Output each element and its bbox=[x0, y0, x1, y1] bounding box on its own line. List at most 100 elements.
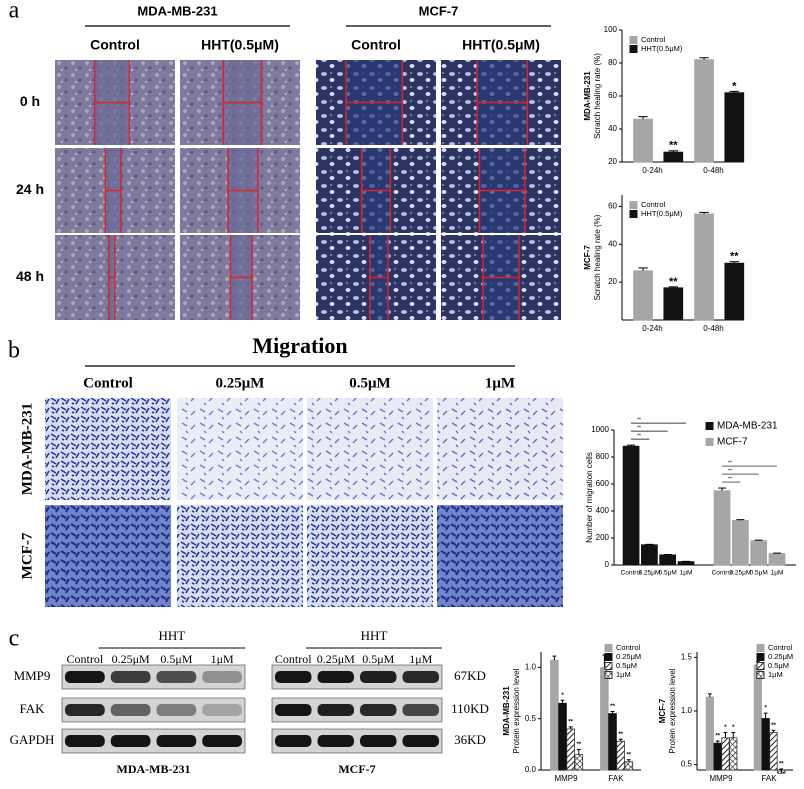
transwell-image bbox=[45, 505, 171, 607]
bar bbox=[608, 713, 617, 771]
y-tick-label: 1.5 bbox=[681, 652, 693, 661]
bar bbox=[721, 737, 730, 771]
x-tick-label: FAK bbox=[608, 774, 624, 783]
lane-label: 1μM bbox=[211, 652, 234, 666]
bar bbox=[558, 702, 567, 771]
bar bbox=[705, 696, 714, 771]
significance: ** bbox=[568, 719, 573, 725]
blot-band bbox=[360, 671, 397, 683]
y-tick-label: 200 bbox=[596, 533, 610, 542]
legend-swatch bbox=[604, 653, 613, 661]
y-axis-title: Scratch healing rate (%) bbox=[593, 214, 602, 300]
blot-band bbox=[65, 735, 105, 747]
legend-label: 0.5μM bbox=[768, 661, 789, 670]
lane-label: 0.5μM bbox=[362, 652, 394, 666]
blot-band bbox=[65, 671, 105, 683]
y-tick-label: 20 bbox=[608, 277, 617, 286]
significance: ** bbox=[626, 752, 631, 758]
significance: ** bbox=[728, 468, 732, 474]
bar bbox=[616, 740, 625, 771]
transwell-title: Migration bbox=[252, 333, 347, 358]
y-axis-group: MDA-MB-231 bbox=[502, 686, 511, 736]
y-tick-label: 100 bbox=[604, 25, 618, 34]
bar bbox=[663, 151, 684, 163]
legend-label: 0.25μM bbox=[768, 652, 793, 661]
x-tick-label: Control bbox=[712, 570, 734, 577]
blot-band bbox=[156, 735, 197, 747]
y-tick-label: 800 bbox=[596, 452, 610, 461]
blot-cell-line: MDA-MB-231 bbox=[117, 762, 191, 776]
legend-swatch bbox=[629, 36, 638, 44]
x-tick-label: 0.25μM bbox=[638, 570, 660, 577]
x-tick-label: 0-48h bbox=[703, 324, 723, 333]
significance: ** bbox=[576, 742, 581, 748]
y-tick-label: 0.5 bbox=[681, 760, 693, 769]
y-tick-label: 400 bbox=[596, 506, 610, 515]
protein-label: FAK bbox=[19, 701, 45, 716]
protein-label: GAPDH bbox=[10, 732, 55, 747]
y-axis-group: MDA-MB-231 bbox=[583, 71, 592, 121]
transwell-image bbox=[45, 398, 171, 500]
legend-swatch bbox=[756, 671, 765, 679]
significance: * bbox=[724, 725, 727, 731]
bar bbox=[694, 213, 714, 321]
x-tick-label: Control bbox=[621, 570, 643, 577]
blot-band bbox=[156, 671, 197, 683]
blot-band bbox=[402, 671, 439, 683]
blot-band bbox=[275, 671, 312, 683]
y-axis-group: MCF-7 bbox=[658, 698, 667, 723]
bar bbox=[622, 445, 640, 566]
legend-label: 0.5μM bbox=[616, 661, 637, 670]
blot-band bbox=[360, 704, 397, 716]
legend-swatch bbox=[604, 662, 613, 670]
bar bbox=[659, 554, 677, 566]
x-tick-label: 0.5μM bbox=[750, 570, 768, 577]
cell-line-header: MDA-MB-231 bbox=[137, 3, 217, 18]
legend-swatch bbox=[604, 644, 613, 652]
blot-band bbox=[402, 735, 439, 747]
legend-label: MDA-MB-231 bbox=[717, 421, 778, 432]
panel-label: a bbox=[9, 0, 20, 24]
lane-label: 0.25μM bbox=[112, 652, 150, 666]
time-label: 48 h bbox=[16, 268, 44, 284]
significance: ** bbox=[730, 251, 739, 263]
x-tick-label: MMP9 bbox=[709, 774, 733, 783]
blot-band bbox=[402, 704, 439, 716]
y-tick-label: 80 bbox=[608, 58, 617, 67]
cell-line-header: MCF-7 bbox=[419, 3, 459, 18]
transwell-image bbox=[437, 398, 563, 500]
y-tick-label: 1.0 bbox=[525, 663, 537, 672]
blot-band bbox=[317, 704, 354, 716]
column-label: Control bbox=[351, 37, 401, 53]
blot-band bbox=[110, 704, 151, 716]
significance: * bbox=[561, 693, 564, 699]
blot-band bbox=[156, 704, 197, 716]
y-tick-label: 40 bbox=[608, 239, 617, 248]
blot-band bbox=[110, 735, 151, 747]
significance: ** bbox=[637, 425, 641, 431]
treatment-label: HHT bbox=[158, 628, 185, 643]
bar bbox=[633, 270, 653, 321]
transwell-image bbox=[177, 505, 303, 607]
blot-band bbox=[202, 735, 242, 747]
y-tick-label: 60 bbox=[608, 201, 617, 210]
bar bbox=[750, 540, 768, 566]
legend-label: Control bbox=[641, 200, 666, 209]
blot-band bbox=[202, 704, 242, 716]
bar bbox=[768, 553, 786, 566]
column-label: 0.5μM bbox=[349, 375, 390, 391]
blot-cell-line: MCF-7 bbox=[338, 762, 375, 776]
bar bbox=[600, 666, 609, 771]
bar bbox=[566, 728, 575, 771]
legend-label: Control bbox=[641, 35, 666, 44]
legend-label: Control bbox=[616, 643, 641, 652]
transwell-image bbox=[177, 398, 303, 500]
bar bbox=[633, 118, 653, 163]
legend-swatch bbox=[604, 671, 613, 679]
legend-swatch bbox=[705, 422, 714, 430]
x-tick-label: 1μM bbox=[680, 570, 693, 577]
legend-label: HHT(0.5μM) bbox=[641, 209, 683, 218]
legend-swatch bbox=[629, 210, 638, 218]
significance: ** bbox=[779, 762, 784, 768]
